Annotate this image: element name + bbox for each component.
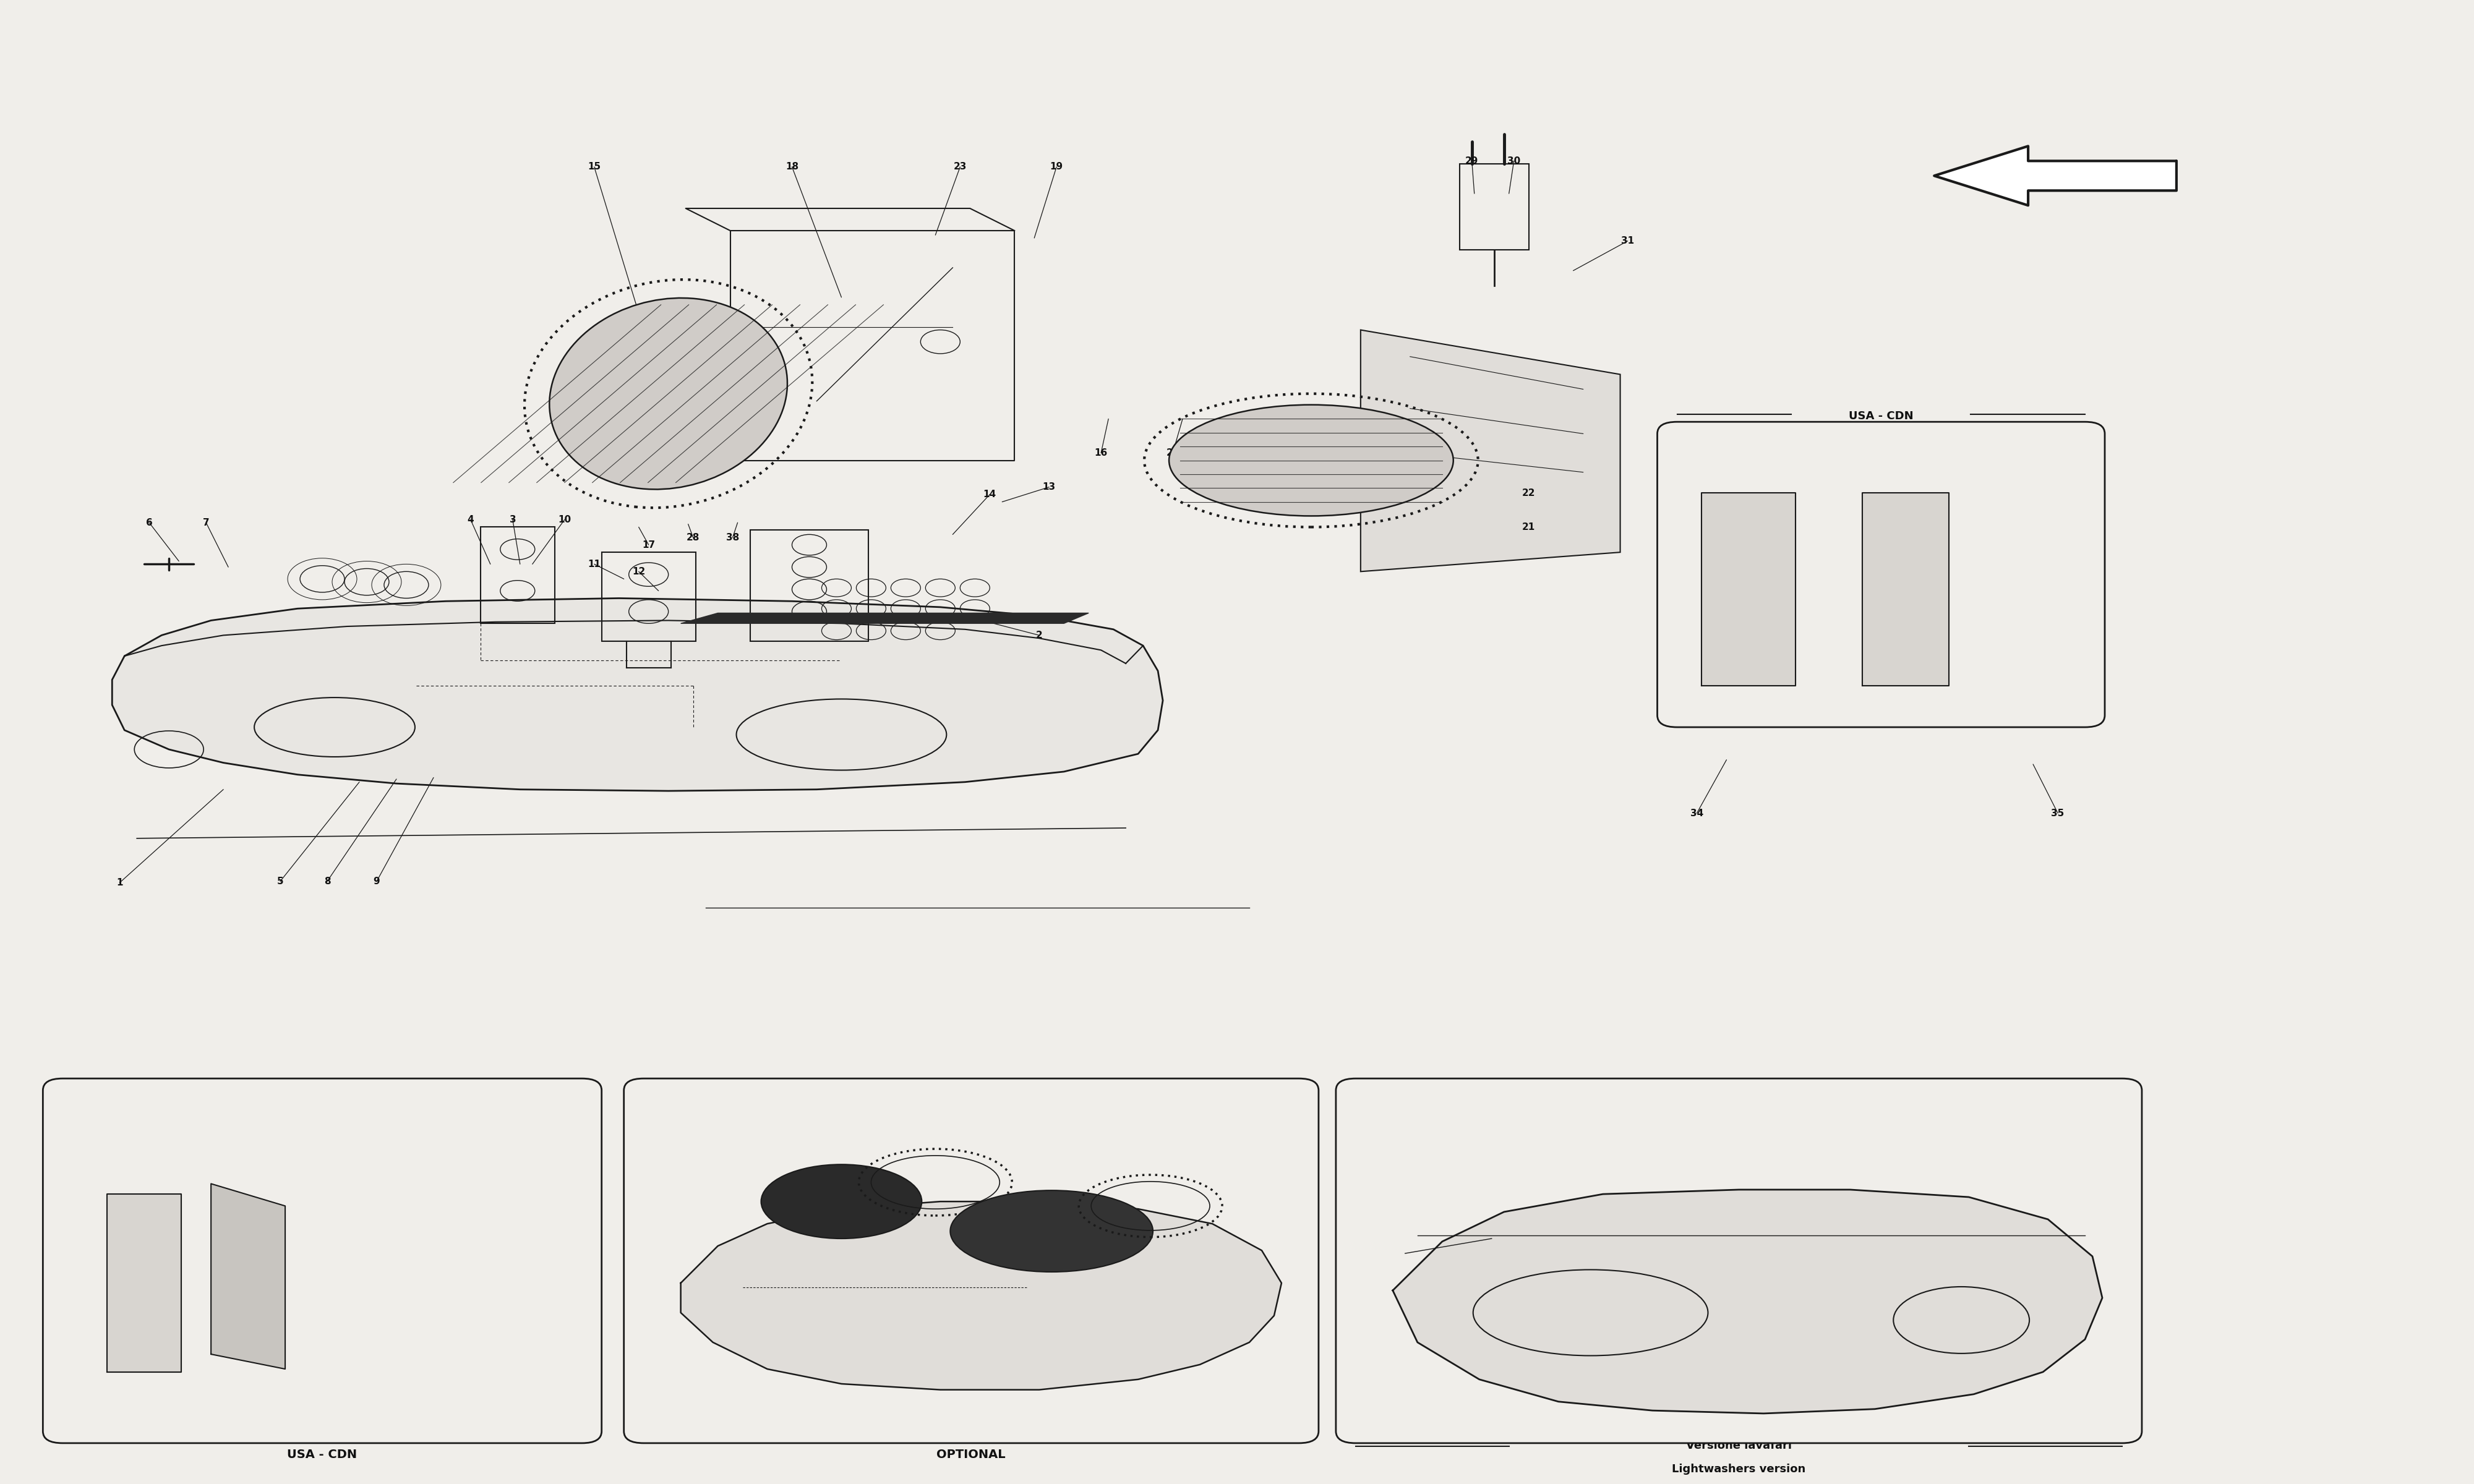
Text: 1: 1	[116, 879, 124, 887]
Text: 15: 15	[589, 162, 601, 172]
Circle shape	[129, 1334, 158, 1352]
FancyBboxPatch shape	[623, 1079, 1319, 1442]
Polygon shape	[111, 598, 1163, 791]
Polygon shape	[680, 613, 1089, 623]
Text: 1: 1	[1378, 1345, 1383, 1355]
FancyBboxPatch shape	[42, 1079, 601, 1442]
Text: 21: 21	[1522, 522, 1536, 531]
Circle shape	[344, 1251, 379, 1272]
Text: 38: 38	[725, 533, 740, 542]
Text: 7: 7	[203, 518, 210, 527]
Text: 11: 11	[589, 559, 601, 568]
Text: 28: 28	[685, 533, 700, 542]
Text: 16: 16	[982, 1138, 997, 1147]
Polygon shape	[210, 1184, 285, 1370]
FancyBboxPatch shape	[408, 1242, 463, 1313]
Text: 36: 36	[351, 1386, 364, 1396]
Text: USA - CDN: USA - CDN	[287, 1448, 356, 1460]
FancyBboxPatch shape	[1658, 421, 2105, 727]
Circle shape	[1734, 640, 1764, 657]
Text: 12: 12	[633, 567, 646, 576]
Text: 3: 3	[510, 515, 517, 524]
Text: 29: 29	[1465, 156, 1479, 166]
Ellipse shape	[950, 1190, 1153, 1272]
Text: 23: 23	[952, 162, 967, 172]
Text: 32: 32	[2071, 690, 2083, 699]
Text: 25: 25	[188, 1386, 200, 1396]
Polygon shape	[1702, 493, 1796, 686]
Text: 13: 13	[1042, 482, 1056, 491]
Ellipse shape	[549, 298, 787, 490]
Text: 35: 35	[2051, 809, 2063, 818]
Text: 15: 15	[730, 1138, 745, 1147]
Text: 8: 8	[324, 877, 332, 886]
Text: 24: 24	[242, 1386, 255, 1396]
Text: 30: 30	[1507, 156, 1522, 166]
Text: 9: 9	[374, 877, 381, 886]
Circle shape	[225, 1230, 270, 1257]
Circle shape	[1727, 524, 1771, 551]
Polygon shape	[1361, 329, 1620, 571]
Text: 20: 20	[1165, 448, 1180, 457]
Text: OPTIONAL: OPTIONAL	[938, 1448, 1007, 1460]
Text: USA - CDN: USA - CDN	[1848, 411, 1912, 421]
Text: 16: 16	[1094, 448, 1108, 457]
Text: 26: 26	[297, 1386, 309, 1396]
FancyBboxPatch shape	[1336, 1079, 2142, 1442]
Text: 6: 6	[146, 518, 153, 527]
Circle shape	[1893, 640, 1922, 657]
Ellipse shape	[762, 1165, 923, 1239]
Text: 17: 17	[643, 540, 656, 549]
Text: 31: 31	[1620, 236, 1635, 246]
Circle shape	[121, 1218, 166, 1245]
Circle shape	[1727, 583, 1771, 610]
Text: 5: 5	[277, 877, 285, 886]
Circle shape	[1885, 524, 1930, 551]
Text: 2: 2	[1037, 631, 1042, 640]
Text: 40: 40	[1039, 1138, 1054, 1147]
Text: 34: 34	[1690, 809, 1705, 818]
Polygon shape	[106, 1195, 181, 1373]
Circle shape	[121, 1278, 166, 1304]
Text: 27: 27	[453, 1386, 465, 1396]
Circle shape	[349, 1291, 374, 1306]
Polygon shape	[1393, 1190, 2103, 1413]
Ellipse shape	[1170, 405, 1452, 516]
Circle shape	[225, 1297, 270, 1324]
Polygon shape	[680, 1202, 1282, 1389]
Text: 10: 10	[559, 515, 571, 524]
Text: 24: 24	[131, 1386, 143, 1396]
Polygon shape	[1863, 493, 1950, 686]
FancyBboxPatch shape	[334, 1239, 388, 1321]
Text: 33: 33	[1690, 690, 1705, 699]
Text: 39: 39	[928, 1138, 943, 1147]
Text: Versione lavafari: Versione lavafari	[1685, 1439, 1791, 1451]
Polygon shape	[1935, 145, 2177, 205]
Text: 37: 37	[398, 1386, 411, 1396]
Text: 22: 22	[1522, 488, 1536, 497]
Text: 4: 4	[468, 515, 475, 524]
Circle shape	[421, 1260, 450, 1278]
Circle shape	[1885, 583, 1930, 610]
Text: Lightwashers version: Lightwashers version	[1672, 1463, 1806, 1475]
Text: 14: 14	[982, 490, 997, 499]
Text: 18: 18	[784, 162, 799, 172]
Text: 19: 19	[1049, 162, 1064, 172]
